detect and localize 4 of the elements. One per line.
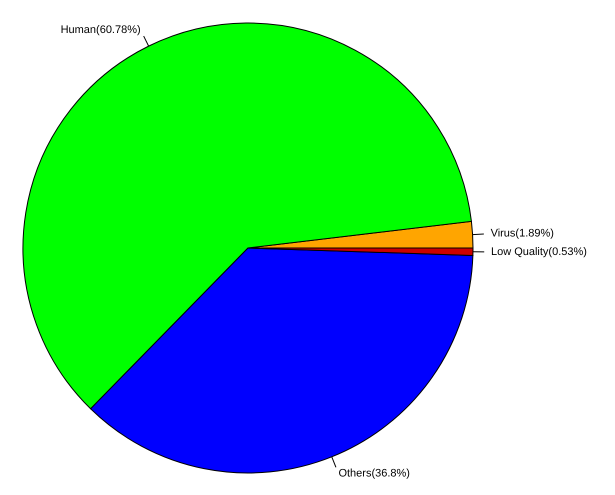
slice-label: Virus(1.89%) — [490, 228, 554, 240]
slice-label: Low Quality(0.53%) — [490, 246, 587, 258]
slice-label: Human(60.78%) — [60, 24, 141, 36]
slice-label: Others(36.8%) — [338, 468, 410, 480]
